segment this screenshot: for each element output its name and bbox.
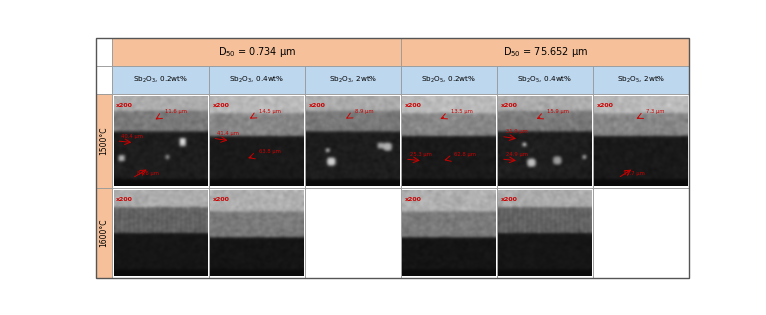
Bar: [96, 188, 113, 278]
Bar: [401, 66, 497, 94]
Bar: [113, 38, 401, 66]
Bar: [401, 94, 497, 188]
Bar: [497, 66, 593, 94]
Bar: [497, 188, 593, 278]
Text: Sb$_2$O$_5$, 0.2wt%: Sb$_2$O$_5$, 0.2wt%: [421, 75, 476, 85]
Bar: [401, 38, 689, 66]
Bar: [593, 66, 689, 94]
Bar: [113, 66, 208, 94]
Bar: [497, 94, 593, 188]
Bar: [208, 94, 305, 188]
Bar: [593, 188, 689, 278]
Bar: [96, 66, 113, 94]
Bar: [305, 66, 401, 94]
Bar: [113, 94, 208, 188]
Text: Sb$_2$O$_3$, 0.4wt%: Sb$_2$O$_3$, 0.4wt%: [229, 75, 284, 85]
Text: Sb$_2$O$_3$, 2wt%: Sb$_2$O$_3$, 2wt%: [329, 75, 377, 85]
Bar: [401, 188, 497, 278]
Bar: [305, 94, 401, 188]
Text: Sb$_2$O$_5$, 0.4wt%: Sb$_2$O$_5$, 0.4wt%: [518, 75, 573, 85]
Bar: [208, 188, 305, 278]
Bar: [96, 38, 113, 66]
Bar: [593, 94, 689, 188]
Text: Sb$_2$O$_5$, 2wt%: Sb$_2$O$_5$, 2wt%: [617, 75, 666, 85]
Bar: [113, 188, 208, 278]
Bar: [208, 66, 305, 94]
Text: 1500°C: 1500°C: [100, 127, 109, 155]
Bar: [305, 188, 401, 278]
Text: D$_{50}$ = 75.652 μm: D$_{50}$ = 75.652 μm: [502, 45, 588, 59]
Text: Sb$_2$O$_3$, 0.2wt%: Sb$_2$O$_3$, 0.2wt%: [133, 75, 188, 85]
Bar: [96, 94, 113, 188]
Text: D$_{50}$ = 0.734 μm: D$_{50}$ = 0.734 μm: [218, 45, 296, 59]
Text: 1600°C: 1600°C: [100, 219, 109, 247]
